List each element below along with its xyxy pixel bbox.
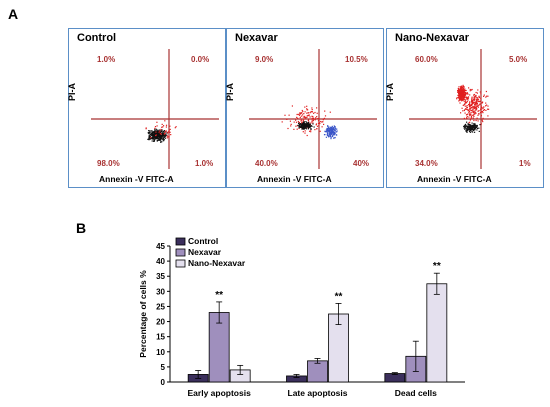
facs-y-axis-label: PI-A xyxy=(67,83,77,101)
y-tick-label: 40 xyxy=(156,257,165,266)
legend-label: Nexavar xyxy=(188,247,222,257)
facs-x-axis-label: Annexin -V FITC-A xyxy=(99,174,174,184)
quadrant-upper-right: 5.0% xyxy=(509,55,528,64)
y-tick-label: 0 xyxy=(161,378,166,387)
facs-x-axis-label: Annexin -V FITC-A xyxy=(257,174,332,184)
legend-label: Control xyxy=(188,236,218,246)
y-tick-label: 25 xyxy=(156,302,165,311)
facs-quadrant-plot xyxy=(249,49,377,169)
quadrant-lower-left: 34.0% xyxy=(415,159,438,168)
facs-y-axis-label: PI-A xyxy=(225,83,235,101)
facs-x-axis-label: Annexin -V FITC-A xyxy=(417,174,492,184)
quadrant-upper-left: 9.0% xyxy=(255,55,274,64)
legend-swatch xyxy=(175,248,186,257)
y-axis-label: Percentage of cells % xyxy=(138,270,148,358)
scatter-cloud xyxy=(463,121,481,133)
category-label: Early apoptosis xyxy=(188,388,252,398)
scatter-cloud xyxy=(456,84,467,102)
facs-panel-nano-nexavar: Nano-Nexavar 60.0% 5.0% 34.0% 1% PI-A An… xyxy=(385,28,544,188)
quadrant-lower-right: 1.0% xyxy=(195,159,214,168)
scatter-cloud xyxy=(323,125,338,140)
scatter-cloud xyxy=(145,120,177,139)
category-label: Dead cells xyxy=(395,388,437,398)
quadrant-lower-right: 1% xyxy=(519,159,531,168)
legend-label: Nano-Nexavar xyxy=(188,258,246,268)
bar xyxy=(426,283,448,383)
y-tick-label: 20 xyxy=(156,318,165,327)
y-tick-label: 30 xyxy=(156,287,165,296)
y-tick-label: 35 xyxy=(156,272,165,281)
facs-panel-control: Control 1.0% 0.0% 98.0% 1.0% PI-A Annexi… xyxy=(67,28,226,188)
legend-swatch xyxy=(175,237,186,246)
facs-title: Nexavar xyxy=(235,32,278,44)
facs-plot: 1.0% 0.0% 98.0% 1.0% xyxy=(91,49,219,169)
facs-quadrant-plot xyxy=(409,49,537,169)
quadrant-lower-left: 98.0% xyxy=(97,159,120,168)
facs-title: Control xyxy=(77,32,117,44)
significance-label: ** xyxy=(335,291,343,302)
quadrant-upper-left: 1.0% xyxy=(97,55,116,64)
facs-title: Nano-Nexavar xyxy=(395,32,469,44)
category-label: Late apoptosis xyxy=(288,388,348,398)
y-tick-label: 10 xyxy=(156,348,165,357)
quadrant-lower-right: 40% xyxy=(353,159,370,168)
facs-plot: 60.0% 5.0% 34.0% 1% xyxy=(409,49,537,169)
facs-quadrant-plot xyxy=(91,49,219,169)
y-tick-label: 15 xyxy=(156,333,165,342)
y-tick-label: 45 xyxy=(156,242,165,251)
scatter-cloud xyxy=(281,105,331,137)
quadrant-lower-left: 40.0% xyxy=(255,159,278,168)
quadrant-upper-right: 10.5% xyxy=(345,55,368,64)
legend-swatch xyxy=(175,259,186,268)
facs-panel-nexavar: Nexavar 9.0% 10.5% 40.0% 40% PI-A Annexi… xyxy=(225,28,384,188)
y-tick-label: 5 xyxy=(161,363,166,372)
panel-b-label: B xyxy=(76,220,87,236)
facs-plot: 9.0% 10.5% 40.0% 40% xyxy=(249,49,377,169)
quadrant-upper-left: 60.0% xyxy=(415,55,438,64)
scatter-cloud xyxy=(297,121,315,130)
bar xyxy=(307,360,328,383)
quadrant-upper-right: 0.0% xyxy=(191,55,210,64)
bar-chart-svg: 0 5 10 15 20 25 30 35 40 45 Percentage of cells % *… xyxy=(138,236,465,398)
panel-a-label: A xyxy=(8,6,19,22)
facs-y-axis-label: PI-A xyxy=(385,83,395,101)
significance-label: ** xyxy=(433,261,441,272)
significance-label: ** xyxy=(215,290,223,301)
bar-chart: 0 5 10 15 20 25 30 35 40 45 Percentage of cells % *… xyxy=(0,210,550,402)
scatter-cloud xyxy=(147,128,168,143)
